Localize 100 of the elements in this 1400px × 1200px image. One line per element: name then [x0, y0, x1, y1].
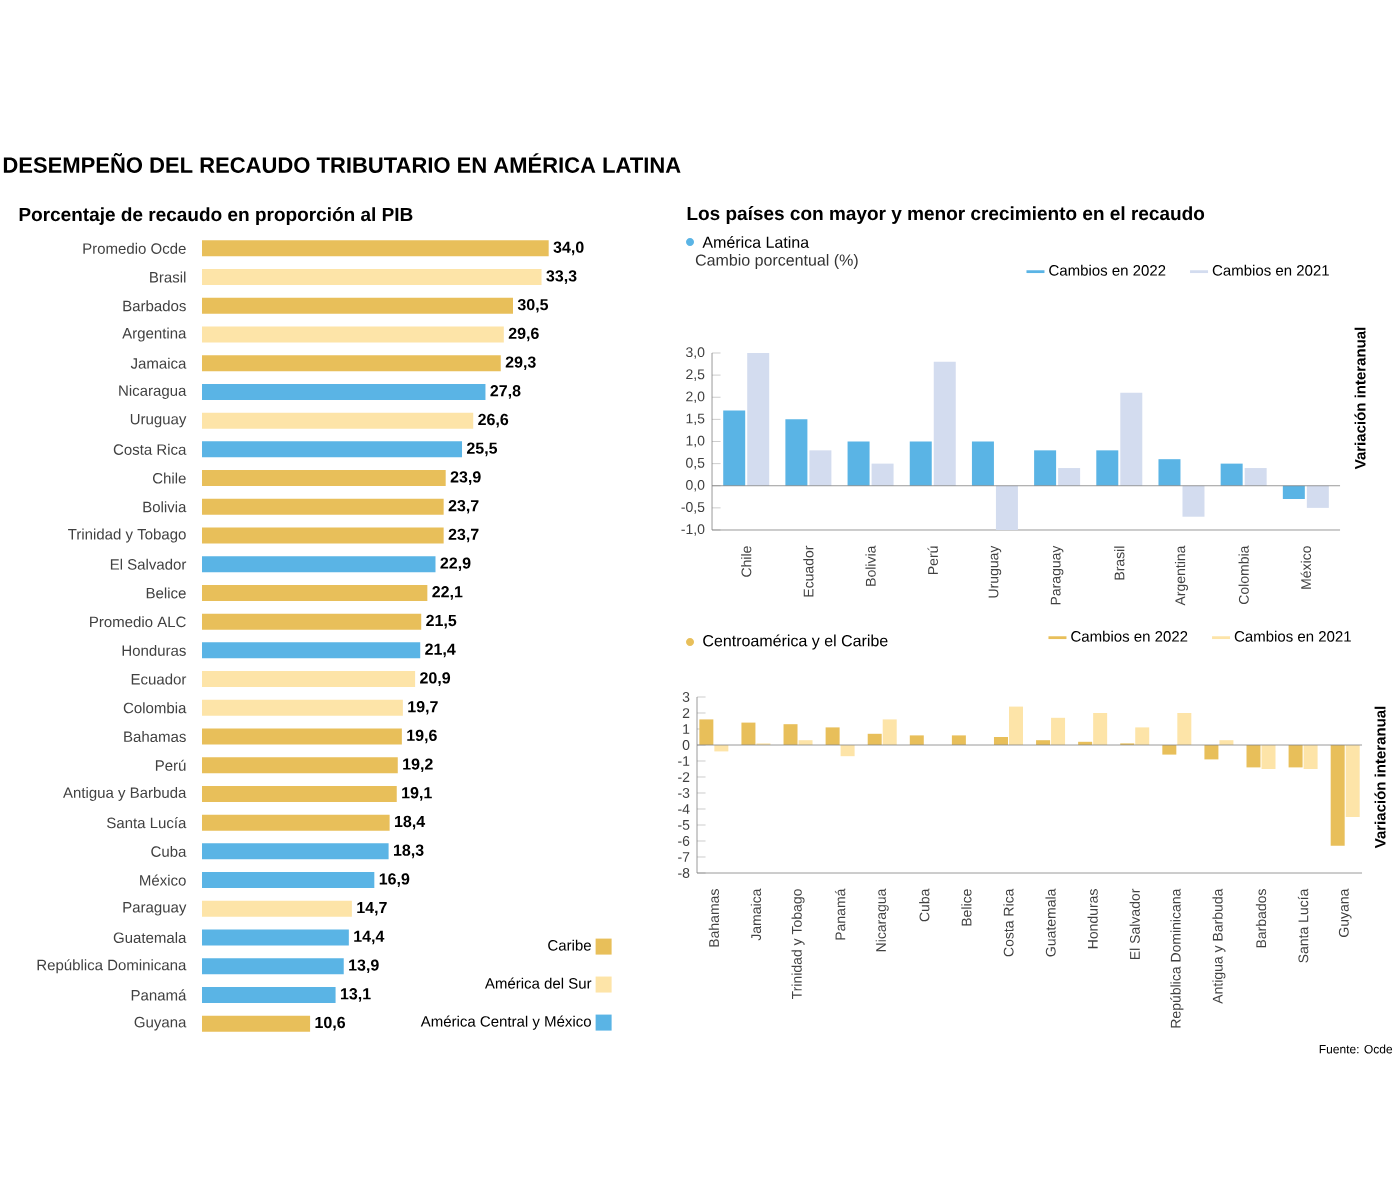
y-tick-label: 0,5 — [686, 457, 705, 470]
x-tick-label: Guyana — [1338, 888, 1352, 937]
y-axis-title: Cambio porcentual (%) — [695, 254, 858, 269]
text: Variación interanual — [1354, 327, 1366, 470]
data-label: 23,7 — [448, 528, 479, 543]
y-tick-label: 1 — [683, 724, 690, 734]
data-label: 19,7 — [408, 700, 438, 715]
y-tick-label: 0 — [682, 740, 690, 750]
legend-label: Cambios en 2022 — [1071, 630, 1188, 642]
x-tick-label: El Salvador — [1129, 888, 1140, 960]
data-label: 22,9 — [440, 557, 471, 572]
y-tick-label: -6 — [678, 836, 690, 846]
legend-label: Caribe — [548, 939, 591, 951]
x-tick-label: Colombia — [1238, 545, 1249, 605]
chart-subtitle: Porcentaje de recaudo en proporción al PIB — [19, 207, 413, 225]
x-tick-label: Honduras — [1087, 889, 1098, 949]
legend-label: Cambios en 2021 — [1212, 264, 1329, 276]
data-label: 34,0 — [553, 241, 584, 256]
data-label: 25,5 — [466, 442, 498, 457]
legend-label: Cambios en 2022 — [1049, 264, 1166, 276]
y-tick-label: Cuba — [151, 845, 187, 857]
y-tick-label: Barbados — [123, 300, 186, 312]
data-label: 23,7 — [448, 499, 479, 514]
chart-title: DESEMPEÑO DEL RECAUDO TRIBUTARIO EN AMÉRICA LATINA — [3, 153, 681, 173]
data-label: 26,6 — [478, 413, 509, 428]
x-tick-label: Cuba — [919, 888, 930, 922]
data-label: 13,1 — [340, 988, 371, 1002]
x-tick-label: Ecuador — [803, 545, 814, 597]
data-label: 16,9 — [379, 873, 410, 887]
data-label: 33,3 — [546, 270, 577, 284]
data-label: 29,6 — [508, 327, 539, 342]
y-tick-label: -4 — [678, 804, 690, 814]
y-tick-label: Bolivia — [143, 501, 187, 513]
y-tick-label: -1,0 — [681, 524, 705, 536]
data-label: 30,5 — [517, 298, 549, 313]
y-tick-label: Antigua y Barbuda — [63, 786, 187, 801]
y-tick-label: 2 — [682, 708, 690, 718]
y-tick-label: Colombia — [123, 702, 187, 714]
y-tick-label: -1 — [678, 756, 690, 766]
data-label: 27,8 — [490, 385, 521, 399]
data-label: 13,9 — [349, 959, 379, 974]
legend-label: América del Sur — [484, 977, 592, 989]
data-label: 21,4 — [425, 643, 456, 658]
data-label: 20,9 — [420, 672, 451, 686]
data-label: 19,6 — [407, 729, 437, 744]
y-tick-label: Bahamas — [124, 731, 186, 743]
y-tick-label: 2,0 — [686, 391, 705, 404]
y-tick-label: -0,5 — [681, 502, 705, 514]
legend-label: América Central y México — [420, 1015, 591, 1030]
y-tick-label: 0,0 — [686, 479, 705, 492]
y-tick-label: Jamaica — [130, 357, 187, 369]
y-tick-label: Honduras — [122, 644, 186, 656]
x-tick-label: Argentina — [1174, 545, 1189, 606]
y-tick-label: Trinidad y Tobago — [68, 528, 186, 543]
x-tick-label: Paraguay — [1050, 545, 1064, 605]
y-tick-label: Santa Lucía — [107, 817, 187, 829]
y-tick-label: Promedio ALC — [90, 616, 186, 628]
y-tick-label: 3,0 — [686, 347, 705, 359]
data-label: 10,6 — [315, 1016, 346, 1031]
text: Variación interanual — [1374, 706, 1386, 849]
x-tick-label: Chile — [741, 546, 752, 577]
x-tick-label: República Dominicana — [1170, 888, 1184, 1028]
y-tick-label: Nicaragua — [119, 384, 187, 399]
x-tick-label: Brasil — [1114, 546, 1125, 580]
x-tick-label: Bolivia — [865, 545, 876, 586]
x-tick-label: Perú — [927, 546, 938, 575]
y-tick-label: Costa Rica — [113, 443, 187, 455]
y-tick-label: Argentina — [122, 327, 187, 342]
chart-title: Centroamérica y el Caribe — [703, 634, 888, 650]
y-tick-label: Promedio Ocde — [83, 242, 186, 254]
y-tick-label: Chile — [152, 472, 186, 484]
y-tick-label: 1,0 — [686, 435, 705, 448]
x-tick-label: Uruguay — [988, 545, 1002, 598]
y-tick-label: 2,5 — [686, 369, 705, 381]
y-tick-label: Brasil — [150, 271, 186, 283]
x-tick-label: Belice — [961, 889, 972, 926]
data-label: 18,3 — [394, 844, 424, 859]
y-tick-label: México — [140, 874, 186, 886]
x-tick-label: Panamá — [834, 888, 846, 940]
y-tick-label: Uruguay — [130, 413, 187, 428]
chart-subtitle: América Latina — [702, 236, 810, 248]
legend-label: Cambios en 2021 — [1234, 630, 1351, 642]
y-tick-label: -8 — [678, 868, 690, 878]
data-label: 18,4 — [395, 815, 426, 830]
y-tick-label: 3 — [682, 692, 690, 702]
y-tick-label: -3 — [678, 788, 690, 798]
y-tick-label: Guyana — [134, 1016, 187, 1031]
x-tick-label: Nicaragua — [875, 888, 889, 952]
y-tick-label: 1,5 — [686, 413, 705, 426]
data-label: 21,5 — [426, 614, 457, 629]
y-tick-label: República Dominicana — [37, 959, 187, 974]
x-tick-label: Guatemala — [1045, 888, 1056, 957]
y-tick-label: Ecuador — [131, 673, 187, 685]
source-note: Fuente: Ocde — [1319, 1044, 1393, 1054]
x-tick-label: Barbados — [1255, 889, 1267, 948]
data-label: 14,4 — [354, 930, 385, 945]
data-label: 23,9 — [450, 471, 481, 485]
y-tick-label: -2 — [678, 772, 690, 782]
x-tick-label: Santa Lucía — [1297, 888, 1309, 963]
chart-title: Los países con mayor y menor crecimiento en el recaudo — [687, 206, 1205, 224]
